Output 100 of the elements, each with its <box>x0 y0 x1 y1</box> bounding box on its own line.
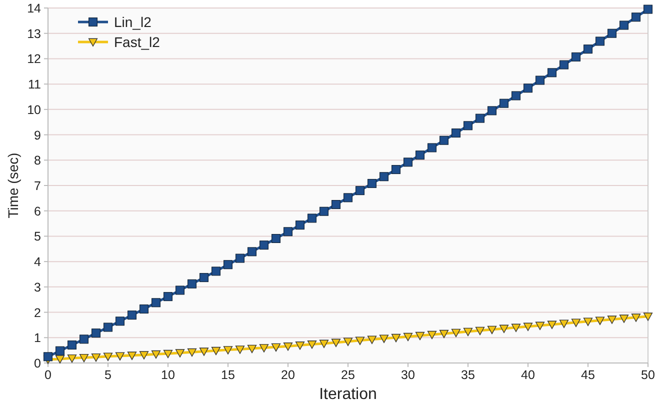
point <box>128 310 136 320</box>
point <box>103 352 113 361</box>
y-tick-label: 5 <box>34 230 42 244</box>
point <box>452 128 460 138</box>
point <box>343 338 353 346</box>
y-tick-label: 13 <box>27 26 42 41</box>
point <box>320 206 328 216</box>
point <box>67 354 77 363</box>
point <box>572 52 580 62</box>
x-tick-label: 35 <box>461 368 475 382</box>
x-tick-label: 45 <box>581 368 595 382</box>
point <box>547 320 557 330</box>
point <box>620 20 628 30</box>
point <box>248 247 256 256</box>
point <box>571 318 581 327</box>
point <box>80 334 88 344</box>
point <box>499 324 509 334</box>
point <box>619 314 629 323</box>
point <box>247 344 257 354</box>
point <box>512 91 520 100</box>
point <box>260 240 268 250</box>
point <box>475 326 485 336</box>
point <box>44 352 52 362</box>
point <box>272 234 280 243</box>
point <box>284 227 292 236</box>
point <box>355 336 365 345</box>
point <box>584 44 592 54</box>
point <box>188 279 196 288</box>
x-tick-label: 10 <box>161 368 175 382</box>
x-tick-label: 30 <box>401 368 415 382</box>
point <box>91 353 101 362</box>
point <box>451 328 461 338</box>
point <box>488 106 496 116</box>
y-tick-label: 0 <box>34 356 42 370</box>
point <box>187 348 197 357</box>
point <box>55 355 65 364</box>
point <box>607 316 617 324</box>
point <box>595 316 605 325</box>
point <box>331 338 341 348</box>
point <box>79 354 89 362</box>
point <box>415 332 425 340</box>
point <box>487 326 497 334</box>
point <box>608 28 616 38</box>
point <box>151 350 161 359</box>
point <box>416 150 424 160</box>
point <box>379 334 389 343</box>
point <box>644 4 652 14</box>
point <box>152 298 160 308</box>
point <box>524 84 532 93</box>
point <box>211 346 221 356</box>
y-tick-label: 9 <box>34 128 42 142</box>
point <box>631 314 641 322</box>
point <box>344 193 352 202</box>
point <box>548 68 556 78</box>
y-axis-title: Time (sec) <box>5 152 21 218</box>
point <box>560 60 568 70</box>
point <box>224 260 232 270</box>
point <box>523 322 533 332</box>
point <box>476 114 484 123</box>
y-tick-label: 1 <box>34 331 42 346</box>
point <box>439 330 449 338</box>
point <box>404 158 412 167</box>
point <box>176 286 184 295</box>
point <box>463 328 473 336</box>
point <box>632 12 640 22</box>
point <box>427 330 437 340</box>
y-tick-label: 6 <box>34 204 42 218</box>
point <box>236 254 244 263</box>
point <box>200 273 208 282</box>
point <box>511 324 521 332</box>
point <box>332 200 340 210</box>
point <box>223 346 233 354</box>
point <box>367 336 377 344</box>
point <box>535 322 545 330</box>
x-tick-label: 5 <box>104 368 112 382</box>
point <box>559 320 569 328</box>
x-tick-label: 50 <box>641 368 655 382</box>
y-tick-label: 10 <box>27 102 42 117</box>
point <box>308 214 316 223</box>
point <box>56 346 64 356</box>
point <box>392 165 400 174</box>
point <box>164 292 172 302</box>
point <box>380 172 388 182</box>
x-tick-label: 25 <box>341 368 355 382</box>
y-tick-label: 7 <box>34 179 42 193</box>
point <box>296 220 304 230</box>
point <box>283 342 293 351</box>
y-tick-label: 12 <box>27 52 42 66</box>
point <box>104 322 112 332</box>
point <box>643 312 653 321</box>
point <box>403 332 413 342</box>
point <box>307 340 317 349</box>
point <box>356 186 364 196</box>
point <box>295 342 305 350</box>
x-tick-label: 20 <box>281 368 295 382</box>
x-tick-label: 0 <box>44 368 52 382</box>
point <box>440 136 448 145</box>
legend-label: Fast_l2 <box>114 34 160 50</box>
point <box>259 344 269 352</box>
point <box>464 121 472 130</box>
